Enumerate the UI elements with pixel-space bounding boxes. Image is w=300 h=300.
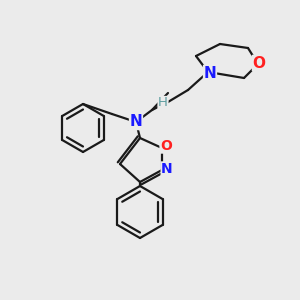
Text: H: H [158,97,168,110]
Text: N: N [130,115,142,130]
Text: O: O [253,56,266,70]
Text: O: O [160,139,172,153]
Text: N: N [161,162,173,176]
Text: N: N [204,65,216,80]
